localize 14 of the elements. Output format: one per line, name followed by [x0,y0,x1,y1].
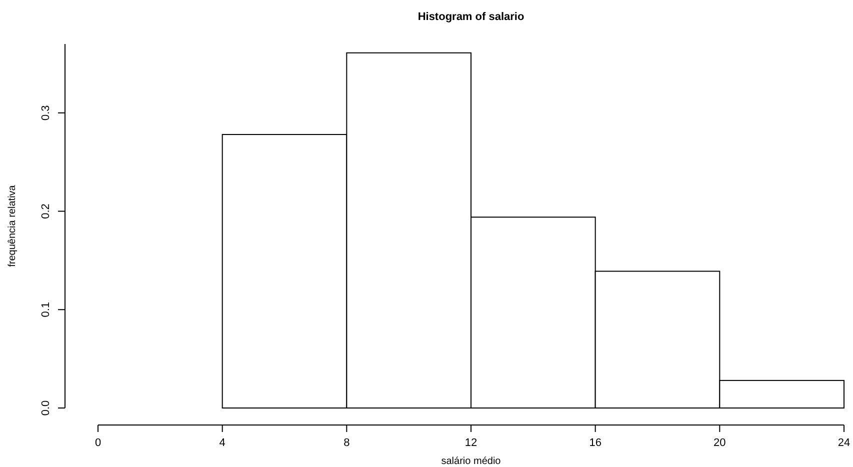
y-axis-title: frequência relativa [7,184,18,267]
x-tick-label: 12 [464,437,478,449]
y-tick-label: 0.1 [40,302,52,318]
y-tick-label: 0.0 [40,400,52,416]
y-tick-label: 0.3 [40,105,52,121]
x-tick-label: 8 [344,437,350,449]
y-tick-label: 0.2 [40,204,52,219]
x-tick-label: 24 [838,437,850,449]
x-tick-label: 16 [589,437,602,449]
x-axis-title: salário médio [441,456,502,467]
x-tick-label: 0 [94,437,102,449]
x-tick-label: 4 [219,437,226,449]
chart-title: Histogram of salario [418,11,524,23]
x-tick-label: 20 [714,437,726,449]
